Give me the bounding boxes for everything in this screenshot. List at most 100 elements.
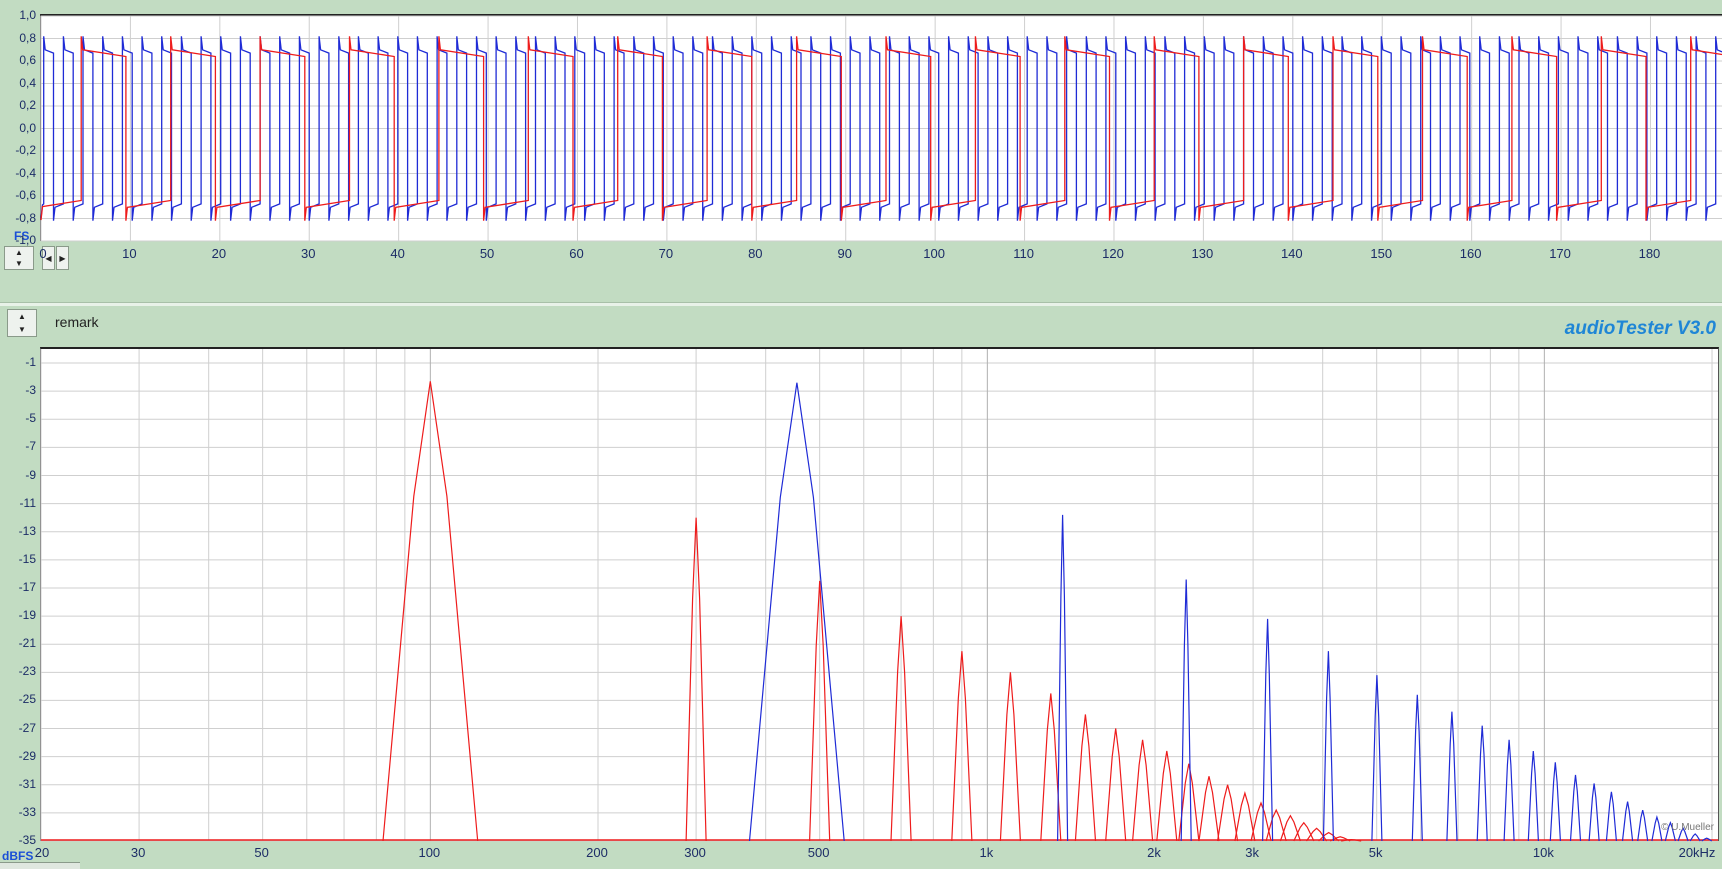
spectrum-y-tick-label: -1 <box>25 355 36 370</box>
spectrum-y-tick-label: -11 <box>19 495 36 510</box>
app-brand-title: audioTester V3.0 <box>1564 318 1716 339</box>
spectrum-peak-red <box>951 651 973 842</box>
spectrum-peak-red <box>1293 821 1315 842</box>
scope-x-tick-label: 0 <box>39 246 47 261</box>
scope-x-tick-label: 150 <box>1370 246 1393 261</box>
scope-x-tick-label: 130 <box>1191 246 1214 261</box>
scope-x-tick-label: 70 <box>658 246 674 261</box>
scope-x-tick-label: 120 <box>1102 246 1124 261</box>
scope-y-tick-label: 0,8 <box>19 30 36 45</box>
spectrum-peak-blue <box>1057 514 1069 842</box>
spectrum-y-tick-label: -35 <box>18 833 36 847</box>
spectrum-x-tick-label: 300 <box>684 845 706 860</box>
spectrum-y-tick-label: -13 <box>18 523 36 538</box>
spectrum-peak-blue <box>748 382 845 842</box>
spectrum-y-tick-label: -7 <box>25 439 36 454</box>
scope-y-tick-label: -0,6 <box>15 188 36 202</box>
scope-x-tick-label: 80 <box>748 246 763 261</box>
scope-y-tick-label: 0,2 <box>19 98 36 112</box>
spectrum-x-tick-label: 20kHz <box>1678 845 1716 860</box>
spectrum-peak-red <box>1250 801 1272 842</box>
spectrum-peak-blue <box>1476 725 1488 842</box>
spectrum-peak-blue <box>1527 750 1539 842</box>
spectrum-peak-blue <box>1549 762 1561 842</box>
scope-trace-red <box>40 36 1722 221</box>
spectrum-x-tick-label: 10k <box>1532 845 1554 860</box>
spin-up-icon[interactable]: ▲ <box>18 311 26 321</box>
spectrum-y-tick-label: -33 <box>18 804 36 819</box>
scope-x-unit: FS <box>14 229 30 243</box>
scope-x-tick-label: 170 <box>1549 246 1571 261</box>
spectrum-y-tick-label: -19 <box>18 608 36 623</box>
scope-x-tick-label: 110 <box>1013 246 1034 261</box>
spectrum-peak-blue <box>1664 821 1676 842</box>
scope-x-tick-label: 30 <box>301 246 316 261</box>
spectrum-peak-blue <box>1588 783 1600 842</box>
scope-x-tick-label: 180 <box>1638 246 1661 261</box>
scope-y-tick-label: -1,0 <box>15 233 36 247</box>
spectrum-y-tick-label: -27 <box>18 720 36 735</box>
spectrum-peak-red <box>1132 739 1154 842</box>
spectrum-peak-blue <box>1411 694 1423 842</box>
scope-x-tick-label: 50 <box>479 246 495 261</box>
scope-svg <box>40 15 1722 242</box>
scope-zoom-spinner[interactable]: ▲ ▼ <box>4 246 34 270</box>
scope-y-tick-label: 0,0 <box>19 120 36 135</box>
spectrum-peak-blue <box>1180 579 1192 842</box>
spectrum-peak-blue <box>1371 675 1383 842</box>
scroll-right-button[interactable]: ▶ <box>56 246 69 270</box>
spin-up-icon[interactable]: ▲ <box>15 247 23 257</box>
spectrum-peak-red <box>1279 814 1301 842</box>
spectrum-peak-blue <box>1637 809 1649 842</box>
spectrum-peak-blue <box>1621 801 1634 842</box>
spectrum-x-tick-label: 500 <box>807 845 830 860</box>
spectrum-peak-blue <box>1569 774 1582 842</box>
spectrum-peak-red <box>890 616 912 842</box>
spectrum-peak-red <box>382 381 479 842</box>
spectrum-x-tick-label: 5k <box>1368 845 1383 860</box>
remark-label[interactable]: remark <box>55 314 99 330</box>
scope-x-tick-label: 100 <box>923 246 945 261</box>
spectrum-peak-red <box>1040 693 1062 842</box>
scope-y-tick-label: 0,6 <box>19 53 36 67</box>
spectrum-peak-red <box>1306 827 1328 842</box>
spectrum-y-tick-label: -23 <box>18 664 36 679</box>
scope-y-tick-label: -0,2 <box>15 143 36 157</box>
spectrum-peak-blue <box>1677 827 1689 842</box>
spectrum-peak-blue <box>1605 791 1617 842</box>
scope-y-tick-label: -0,8 <box>15 210 36 225</box>
spectrum-x-tick-label: 2k <box>1147 845 1161 860</box>
spectrum-peak-blue <box>1322 651 1334 842</box>
arrow-left-icon: ◀ <box>45 253 52 263</box>
spectrum-peak-red <box>1329 836 1351 842</box>
spectrum-zoom-spinner[interactable]: ▲ ▼ <box>7 309 37 337</box>
spectrum-peak-red <box>1341 838 1362 842</box>
scroll-left-button[interactable]: ◀ <box>42 246 55 270</box>
spectrum-peak-red <box>809 580 831 842</box>
scope-y-tick-label: 0,4 <box>19 75 36 90</box>
spectrum-peak-blue <box>1446 711 1458 842</box>
spectrum-y-tick-label: -21 <box>18 636 36 651</box>
scope-trace-blue <box>40 36 1722 221</box>
spectrum-y-tick-label: -17 <box>18 579 36 594</box>
spectrum-peak-blue <box>1503 739 1515 842</box>
spectrum-y-tick-label: -31 <box>18 776 36 791</box>
spectrum-svg <box>40 349 1718 842</box>
spectrum-peak-blue <box>1701 837 1713 842</box>
spectrum-y-unit: dBFS <box>2 849 34 863</box>
spectrum-peak-red <box>685 517 707 842</box>
spectrum-peak-red <box>1198 776 1220 842</box>
spectrum-x-tick-label: 50 <box>254 845 269 860</box>
spectrum-peak-red <box>999 672 1021 842</box>
spectrum-peak-blue <box>1262 618 1274 842</box>
spectrum-x-tick-label: 3k <box>1245 845 1259 860</box>
scope-x-tick-label: 20 <box>211 246 227 261</box>
scope-y-tick-label: 1,0 <box>19 8 36 22</box>
spectrum-y-tick-label: -25 <box>18 692 36 707</box>
spin-down-icon[interactable]: ▼ <box>15 258 23 268</box>
panel-divider[interactable] <box>0 302 1722 306</box>
spectrum-plot <box>40 347 1719 842</box>
spin-down-icon[interactable]: ▼ <box>18 324 26 334</box>
spectrum-peak-red <box>1178 763 1200 842</box>
copyright-text: © U.Mueller <box>1661 822 1714 833</box>
